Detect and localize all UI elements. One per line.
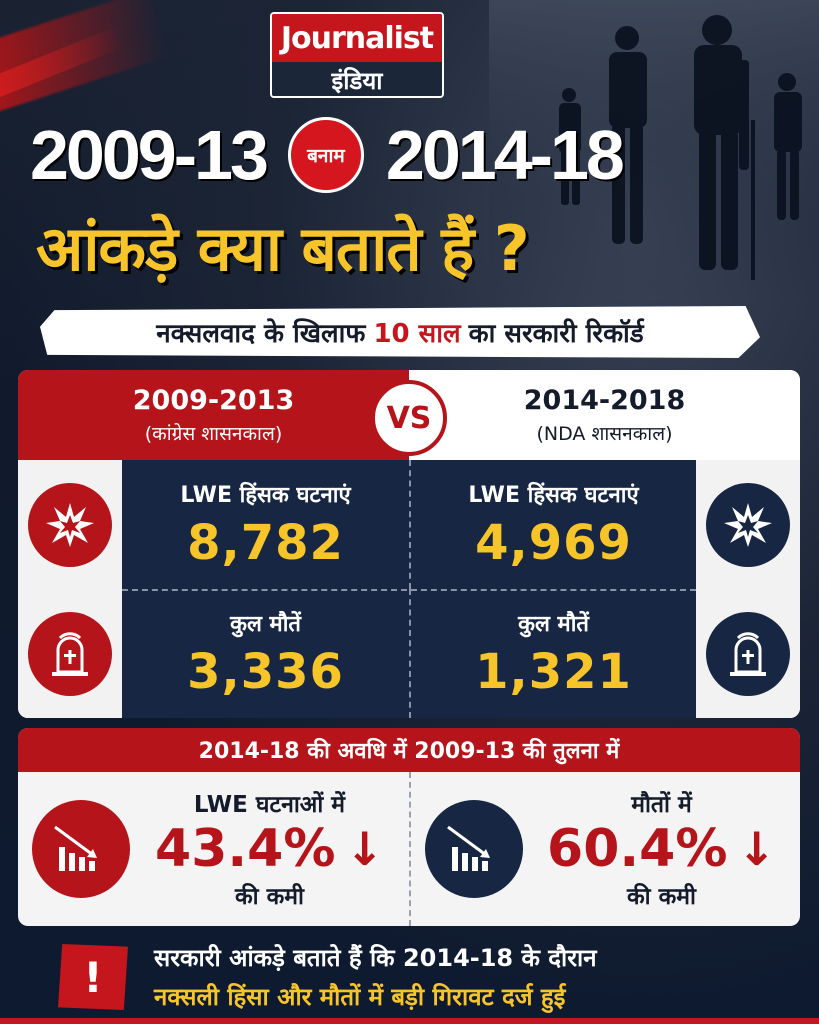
subtitle-before: नक्सलवाद के खिलाफ	[156, 319, 366, 349]
incidents-row: LWE हिंसक घटनाएं 8,782 LWE हिंसक घटनाएं …	[18, 460, 800, 589]
right-period-header: 2014-2018 (NDA शासनकाल)	[409, 370, 800, 460]
deaths-reduction-suffix: की कमी	[626, 884, 696, 910]
versus-badge: बनाम	[287, 117, 364, 193]
deaths-reduction: मौतों में 60.4% ↓ की कमी	[409, 772, 800, 926]
left-incidents-value: 8,782	[187, 514, 344, 571]
incidents-icon-cell-right	[696, 460, 800, 589]
left-deaths-stat: कुल मौतें 3,336	[122, 589, 409, 718]
title-row: 2009-13 बनाम 2014-18	[30, 112, 690, 198]
comparison-header: 2009-2013 (कांग्रेस शासनकाल) 2014-2018 (…	[18, 370, 800, 460]
subtitle-after: का सरकारी रिकॉर्ड	[468, 319, 644, 349]
right-deaths-label: कुल मौतें	[518, 611, 589, 637]
reduction-body: LWE घटनाओं में 43.4% ↓ की कमी मौतों में 6…	[18, 772, 800, 926]
headline: आंकड़े क्या बताते हैं ?	[36, 212, 530, 285]
reduction-card: 2014-18 की अवधि में 2009-13 की तुलना में…	[18, 728, 800, 926]
left-incidents-label: LWE हिंसक घटनाएं	[180, 482, 351, 508]
left-deaths-label: कुल मौतें	[230, 611, 301, 637]
incidents-reduction: LWE घटनाओं में 43.4% ↓ की कमी	[18, 772, 409, 926]
left-period-header: 2009-2013 (कांग्रेस शासनकाल)	[18, 370, 409, 460]
right-incidents-label: LWE हिंसक घटनाएं	[468, 482, 639, 508]
incidents-reduction-pct: 43.4%	[155, 819, 336, 879]
right-deaths-stat: कुल मौतें 1,321	[409, 589, 696, 718]
left-incidents-stat: LWE हिंसक घटनाएं 8,782	[122, 460, 409, 589]
incidents-reduction-suffix: की कमी	[234, 884, 304, 910]
brand-logo: Journalist इंडिया	[270, 12, 444, 98]
deaths-reduction-pct: 60.4%	[547, 819, 728, 879]
right-incidents-stat: LWE हिंसक घटनाएं 4,969	[409, 460, 696, 589]
deaths-reduction-label: मौतों में	[631, 792, 692, 818]
footer-line-2: नक्सली हिंसा और मौतों में बड़ी गिरावट दर…	[154, 983, 566, 1011]
right-incidents-value: 4,969	[475, 514, 632, 571]
comparison-card: 2009-2013 (कांग्रेस शासनकाल) 2014-2018 (…	[18, 370, 800, 718]
title-left-year: 2009-13	[30, 116, 269, 194]
left-period: 2009-2013	[132, 384, 295, 416]
brand-sub: इंडिया	[272, 62, 442, 96]
reduction-heading: 2014-18 की अवधि में 2009-13 की तुलना में	[18, 728, 800, 772]
decline-chart-icon	[32, 800, 130, 898]
right-deaths-value: 1,321	[475, 643, 632, 700]
explosion-icon	[28, 482, 112, 567]
gravestone-icon	[706, 611, 790, 696]
right-period: 2014-2018	[523, 384, 686, 416]
left-deaths-value: 3,336	[187, 643, 344, 700]
deaths-row: कुल मौतें 3,336 कुल मौतें 1,321	[18, 589, 800, 718]
gravestone-icon	[28, 611, 112, 696]
bottom-bar	[0, 1018, 819, 1024]
subtitle-highlight: 10 साल	[373, 319, 461, 349]
row-divider	[122, 589, 696, 591]
alert-icon: !	[58, 944, 128, 1010]
decline-chart-icon	[425, 800, 523, 898]
left-period-label: (कांग्रेस शासनकाल)	[144, 422, 283, 445]
incidents-icon-cell-left	[18, 460, 122, 589]
incidents-reduction-label: LWE घटनाओं में	[193, 792, 346, 818]
deaths-icon-cell-right	[696, 589, 800, 718]
explosion-icon	[706, 482, 790, 567]
right-period-label: (NDA शासनकाल)	[536, 422, 673, 445]
subtitle-strip: नक्सलवाद के खिलाफ 10 साल का सरकारी रिकॉर…	[40, 306, 760, 358]
footer: ! सरकारी आंकड़े बताते हैं कि 2014-18 के …	[0, 930, 819, 1024]
title-right-year: 2014-18	[385, 116, 625, 194]
soldiers-image	[489, 0, 819, 300]
footer-line-1: सरकारी आंकड़े बताते हैं कि 2014-18 के दौ…	[154, 944, 597, 972]
down-arrow-icon: ↓	[737, 822, 776, 876]
brand-name: Journalist	[272, 14, 442, 62]
down-arrow-icon: ↓	[345, 822, 384, 876]
deaths-icon-cell-left	[18, 589, 122, 718]
vs-badge: VS	[371, 380, 447, 456]
